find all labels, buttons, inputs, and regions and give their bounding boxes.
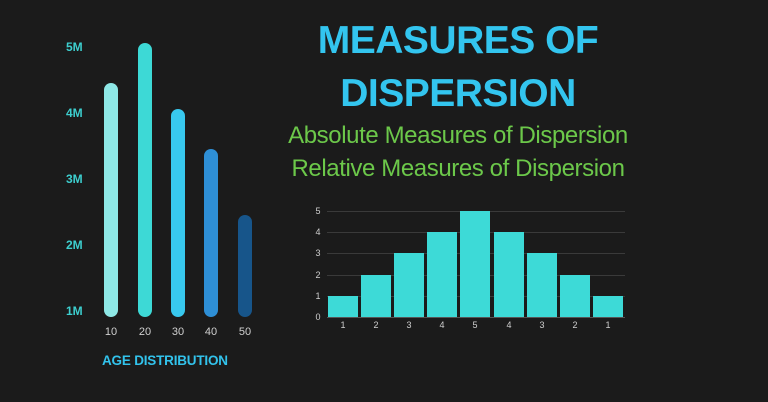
page-title-line-2: DISPERSION <box>340 72 576 115</box>
x-tick-label: 30 <box>171 326 185 338</box>
x-tick-label: 2 <box>572 320 578 330</box>
x-axis-line <box>327 317 625 318</box>
bar-50 <box>238 214 252 317</box>
y-tick-label: 1 <box>315 291 321 301</box>
histogram-bar <box>427 232 457 317</box>
y-tick-label: 3M <box>66 172 83 186</box>
x-tick-label: 50 <box>238 326 252 338</box>
histogram-bar <box>560 275 590 317</box>
histogram-bar <box>328 296 358 317</box>
chart-title: AGE DISTRIBUTION <box>102 353 228 368</box>
y-tick-label: 5M <box>66 40 83 54</box>
y-tick-label: 0 <box>315 312 321 322</box>
y-tick-label: 5 <box>315 206 321 216</box>
x-tick-label: 3 <box>539 320 545 330</box>
histogram-bar <box>494 232 524 317</box>
y-tick-label: 3 <box>315 248 321 258</box>
y-tick-label: 4 <box>315 227 321 237</box>
bar-40 <box>204 148 218 317</box>
x-tick-label: 20 <box>138 326 152 338</box>
subtitle-relative: Relative Measures of Dispersion <box>291 155 625 182</box>
x-tick-label: 4 <box>439 320 445 330</box>
x-tick-label: 5 <box>472 320 478 330</box>
subtitle-absolute: Absolute Measures of Dispersion <box>288 122 628 149</box>
x-tick-label: 40 <box>204 326 218 338</box>
page-title-line-1: MEASURES OF <box>317 19 599 62</box>
histogram-bar <box>593 296 623 317</box>
bar-30 <box>171 109 185 317</box>
histogram-bar <box>460 211 490 317</box>
x-tick-label: 1 <box>340 320 346 330</box>
histogram-bar <box>394 253 424 317</box>
bar-10 <box>104 82 118 317</box>
x-tick-label: 4 <box>506 320 512 330</box>
x-tick-label: 2 <box>373 320 379 330</box>
histogram-bar <box>361 275 391 317</box>
x-tick-label: 3 <box>406 320 412 330</box>
x-tick-label: 1 <box>605 320 611 330</box>
bar-20 <box>138 43 152 317</box>
y-tick-label: 2M <box>66 238 83 252</box>
x-tick-label: 10 <box>104 326 118 338</box>
histogram-bar <box>527 253 557 317</box>
y-tick-label: 2 <box>315 270 321 280</box>
y-tick-label: 4M <box>66 106 83 120</box>
y-tick-label: 1M <box>66 304 83 318</box>
